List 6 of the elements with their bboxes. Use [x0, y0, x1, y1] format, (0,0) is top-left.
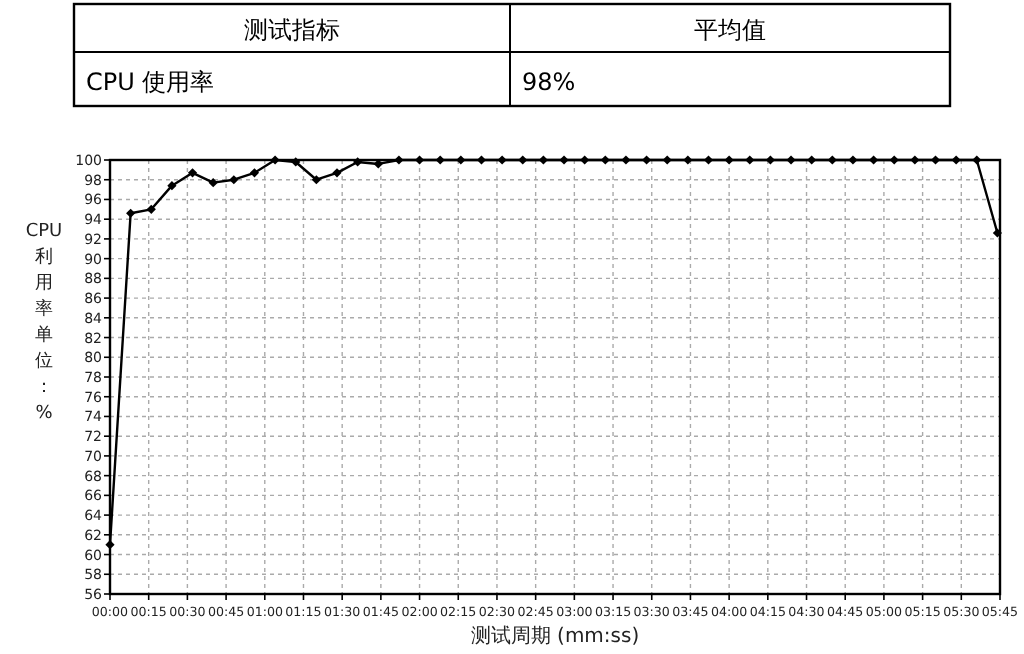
text: 平均值: [694, 16, 766, 44]
y-axis-title: CPU利用率单位：%: [25, 222, 63, 424]
text: 测试指标: [244, 16, 340, 44]
text: CPU 使用率: [86, 68, 215, 96]
x-axis-title: 测试周期 (mm:ss): [470, 624, 640, 648]
text: 98%: [522, 68, 576, 96]
